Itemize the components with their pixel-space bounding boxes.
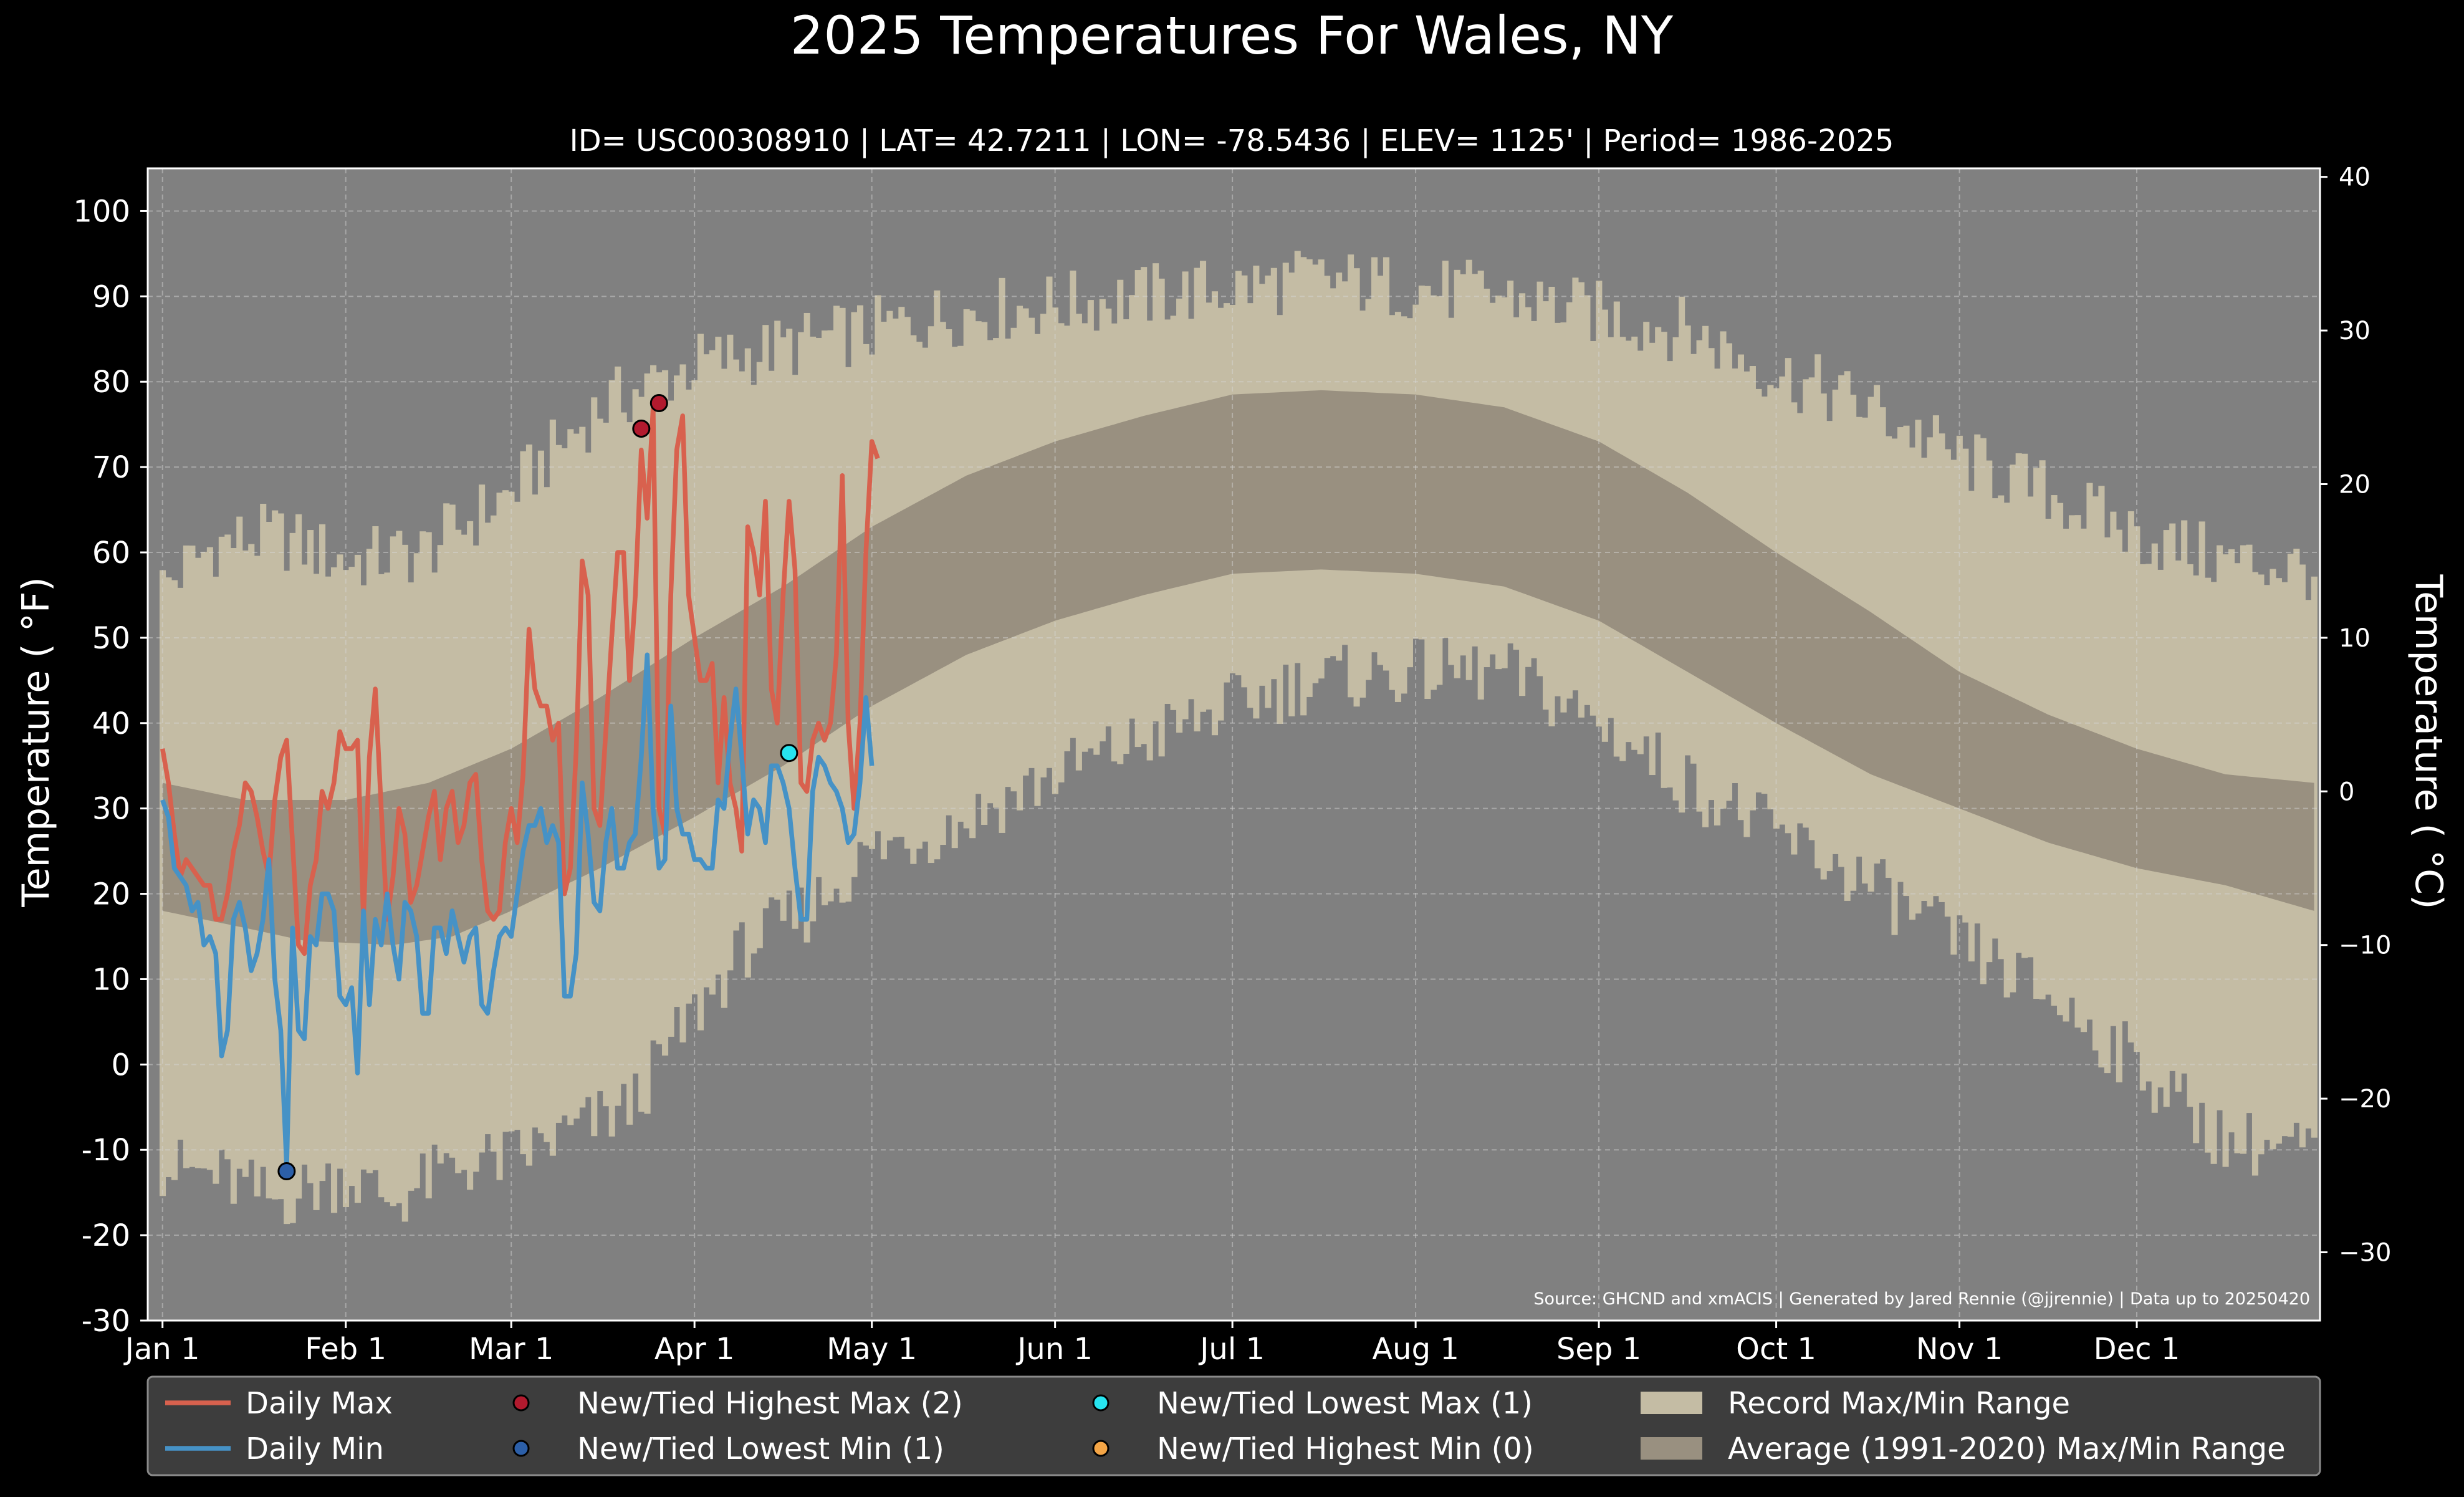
chart-subtitle: ID= USC00308910 | LAT= 42.7211 | LON= -7… [570,123,1894,158]
y-tick-label: 100 [73,194,130,229]
y-tick-label: 20 [92,877,130,912]
legend: Daily Max Daily Min New/Tied Highest Max… [146,1375,2321,1476]
y-right-tick-label: −10 [2339,931,2391,960]
record-range-bar [1974,434,1981,924]
y-tick-label: 60 [92,536,130,570]
legend-new-highest-min-marker [1092,1440,1110,1457]
x-tick-label: Aug 1 [1372,1332,1459,1367]
x-tick-label: Jan 1 [123,1332,200,1367]
y-right-tick-label: −30 [2339,1238,2391,1267]
y-axis-label-left: Temperature ( °F) [14,577,58,908]
legend-daily-max-label: Daily Max [246,1386,393,1421]
average-range-band [162,390,2314,945]
y-right-tick-label: 10 [2339,624,2371,653]
y-right-tick-label: 30 [2339,317,2371,345]
legend-record-range-label: Record Max/Min Range [1728,1386,2070,1421]
y-tick-label: 40 [92,706,130,741]
x-tick-label: Dec 1 [2094,1332,2180,1367]
legend-new-lowest-min-label: New/Tied Lowest Min (1) [577,1432,944,1466]
x-tick-label: Mar 1 [469,1332,554,1367]
legend-new-lowest-max-label: New/Tied Lowest Max (1) [1157,1386,1533,1421]
legend-box [146,1375,2321,1476]
y-axis-label-right: Temperature ( °C) [2407,574,2450,910]
x-tick-label: May 1 [827,1332,917,1367]
record-point-new-low-min [277,1162,296,1180]
record-point-new-low-max [780,744,798,763]
plot-frame [146,167,2321,1322]
daily-max-line [160,405,880,956]
record-point-new-high-max [632,420,651,438]
record-range-bar [1932,415,1939,897]
x-axis-ticks: Jan 1 Feb 1 Mar 1 Apr 1 May 1 Jun 1 Jul 1 Aug 1… [123,1321,2180,1367]
record-points [277,393,798,1180]
daily-min-line [160,652,875,1170]
x-tick-label: Jul 1 [1198,1332,1265,1367]
y-tick-label: 80 [92,365,130,400]
y-right-tick-label: 20 [2339,470,2371,499]
y-tick-label: 50 [92,621,130,656]
x-tick-label: Feb 1 [305,1332,386,1367]
x-tick-label: Jun 1 [1015,1332,1093,1367]
y-right-tick-label: −20 [2339,1085,2391,1114]
y-axis-right-ticks: −30 −20 −10 0 10 20 30 40 [2320,163,2391,1267]
legend-average-range-label: Average (1991-2020) Max/Min Range [1728,1432,2286,1466]
y-right-tick-label: 0 [2339,777,2354,806]
y-tick-label: -10 [82,1133,130,1168]
y-tick-label: 0 [111,1047,130,1082]
y-tick-label: 30 [92,792,130,827]
x-tick-label: Apr 1 [654,1332,735,1367]
y-tick-label: 90 [92,279,130,314]
legend-new-lowest-max-marker [1092,1394,1110,1412]
legend-new-lowest-min-marker [512,1440,530,1457]
legend-new-highest-max-marker [512,1394,530,1412]
chart-title: 2025 Temperatures For Wales, NY [790,5,1674,66]
x-tick-label: Sep 1 [1556,1332,1641,1367]
y-axis-left-ticks: -30 -20 -10 0 10 20 30 40 50 60 70 80 90 100 [73,194,148,1339]
plot-area: Source: GHCND and xmACIS | Generated by … [146,167,2321,1322]
y-right-tick-label: 40 [2339,163,2371,192]
x-tick-label: Nov 1 [1916,1332,2003,1367]
gridlines [148,168,2320,1321]
y-tick-label: 70 [92,450,130,485]
legend-new-highest-min-label: New/Tied Highest Min (0) [1157,1432,1534,1466]
x-tick-label: Oct 1 [1736,1332,1816,1367]
record-point-new-high-max [650,393,668,412]
y-tick-label: -20 [82,1218,130,1253]
y-tick-label: 10 [92,962,130,997]
y-tick-label: -30 [82,1304,130,1339]
legend-new-highest-max-label: New/Tied Highest Max (2) [577,1386,963,1421]
record-range-bar [2311,576,2318,1138]
legend-record-range-swatch [1641,1392,1702,1414]
legend-average-range-swatch [1641,1437,1702,1460]
source-note: Source: GHCND and xmACIS | Generated by … [1533,1289,2310,1309]
legend-daily-min-label: Daily Min [246,1432,384,1466]
